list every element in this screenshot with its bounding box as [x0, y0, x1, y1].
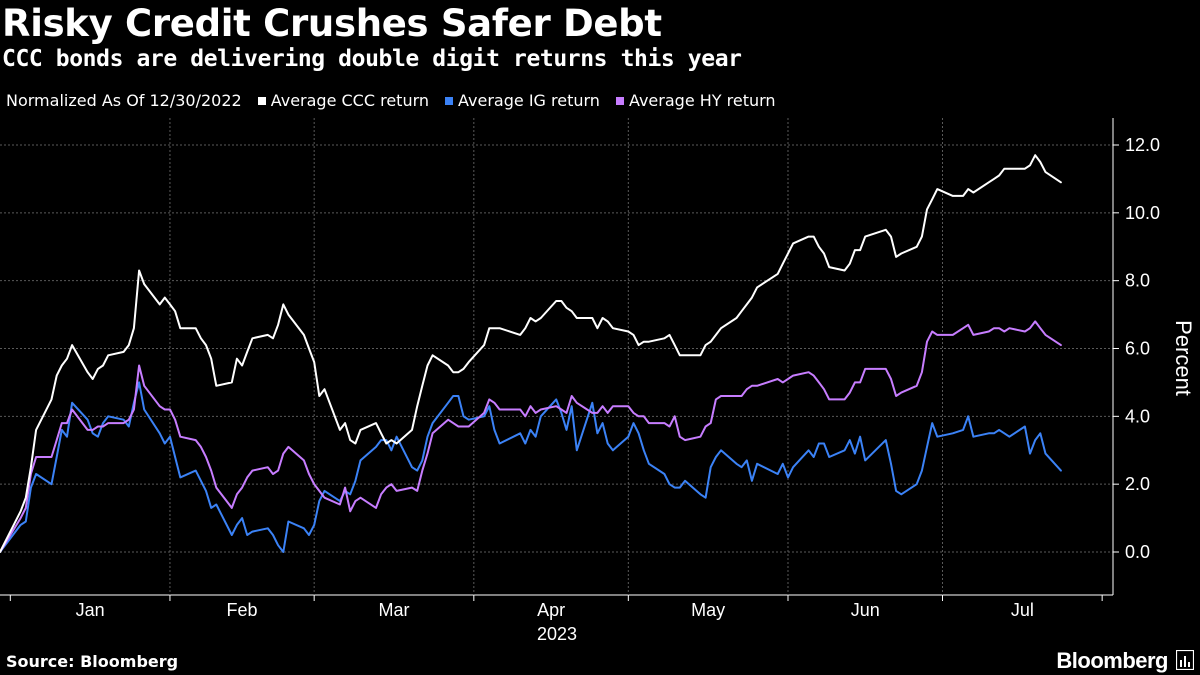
x-tick-label: Mar: [378, 600, 409, 620]
legend-note: Normalized As Of 12/30/2022: [6, 91, 242, 110]
chart-title: Risky Credit Crushes Safer Debt: [2, 2, 662, 45]
series-line-ccc: [0, 154, 1062, 553]
x-tick-label: Jan: [76, 600, 105, 620]
legend-swatch-hy: [615, 96, 624, 105]
legend-swatch-ccc: [257, 96, 266, 105]
legend-item-ccc: Average CCC return: [257, 91, 430, 110]
brand-logo: Bloomberg: [1056, 648, 1168, 673]
legend-item-ig: Average IG return: [445, 91, 600, 110]
legend-label-ig: Average IG return: [458, 91, 600, 110]
x-tick-label: Apr: [537, 600, 565, 620]
legend-swatch-ig: [445, 96, 454, 105]
y-tick-label: 4.0: [1125, 406, 1150, 426]
x-tick-label: Jul: [1011, 600, 1034, 620]
legend-item-hy: Average HY return: [615, 91, 776, 110]
series-line-hy: [0, 320, 1062, 553]
legend-label-hy: Average HY return: [628, 91, 776, 110]
x-tick-label: May: [691, 600, 725, 620]
x-tick-label: Jun: [851, 600, 880, 620]
y-tick-label: 12.0: [1125, 135, 1160, 155]
bloomberg-icon: [1176, 650, 1194, 670]
series-line-ig: [0, 381, 1062, 553]
y-tick-label: 6.0: [1125, 339, 1150, 359]
y-tick-label: 10.0: [1125, 203, 1160, 223]
legend-note-text: Normalized As Of 12/30/2022: [6, 91, 242, 110]
chart-subtitle: CCC bonds are delivering double digit re…: [2, 46, 742, 72]
legend-label-ccc: Average CCC return: [270, 91, 430, 110]
y-axis-label: Percent: [1171, 320, 1196, 396]
y-tick-label: 2.0: [1125, 474, 1150, 494]
x-axis-label: 2023: [537, 624, 577, 644]
x-tick-label: Feb: [227, 600, 258, 620]
y-tick-label: 0.0: [1125, 542, 1150, 562]
source-note: Source: Bloomberg: [6, 652, 179, 671]
legend: Normalized As Of 12/30/2022 Average CCC …: [6, 91, 792, 110]
y-tick-label: 8.0: [1125, 271, 1150, 291]
